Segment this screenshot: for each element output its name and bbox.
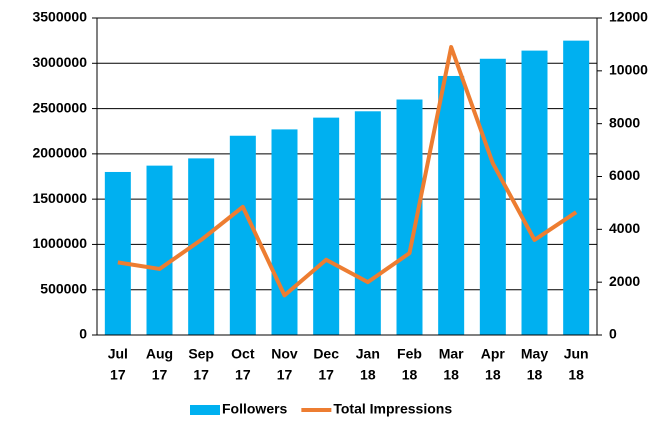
x-tick-label: 17: [193, 367, 209, 383]
y2-tick-label: 6000: [609, 167, 640, 183]
x-tick-label: 18: [527, 367, 543, 383]
y-tick-label: 1000000: [32, 235, 87, 251]
y2-tick-label: 10000: [609, 62, 648, 78]
x-tick-label: 17: [277, 367, 293, 383]
x-tick-label: 18: [402, 367, 418, 383]
y2-tick-label: 8000: [609, 114, 640, 130]
x-tick-label: Jun: [564, 346, 589, 362]
y2-tick-label: 0: [609, 326, 617, 342]
y-tick-label: 0: [79, 326, 87, 342]
x-tick-label: Jul: [108, 346, 128, 362]
y-tick-label: 3500000: [32, 9, 87, 25]
bar: [354, 111, 381, 335]
bar: [271, 129, 298, 335]
x-tick-label: Mar: [439, 346, 464, 362]
x-tick-label: Apr: [481, 346, 506, 362]
y-tick-label: 2500000: [32, 99, 87, 115]
y-tick-label: 2000000: [32, 145, 87, 161]
x-tick-label: 18: [360, 367, 376, 383]
x-tick-label: 17: [110, 367, 126, 383]
bar: [479, 58, 506, 335]
x-tick-label: Oct: [231, 346, 255, 362]
legend-label: Total Impressions: [333, 401, 452, 417]
x-tick-label: Nov: [271, 346, 298, 362]
x-tick-label: 17: [152, 367, 168, 383]
x-tick-label: 17: [318, 367, 334, 383]
bar: [146, 165, 173, 335]
y2-tick-label: 12000: [609, 9, 648, 25]
x-tick-label: 18: [568, 367, 584, 383]
x-tick-label: 17: [235, 367, 251, 383]
x-tick-label: 18: [443, 367, 459, 383]
legend-label: Followers: [222, 401, 288, 417]
bar: [438, 75, 465, 336]
bar: [563, 40, 590, 336]
bar: [104, 171, 131, 335]
x-tick-label: May: [521, 346, 548, 362]
x-tick-label: Sep: [188, 346, 214, 362]
y-tick-label: 3000000: [32, 54, 87, 70]
x-tick-label: Dec: [313, 346, 339, 362]
legend-swatch: [190, 405, 220, 415]
bar: [521, 50, 548, 335]
x-tick-label: Jan: [356, 346, 380, 362]
y-tick-label: 1500000: [32, 190, 87, 206]
y2-tick-label: 2000: [609, 273, 640, 289]
line: [117, 45, 578, 298]
bar: [229, 135, 256, 335]
y-tick-label: 500000: [40, 280, 87, 296]
y2-tick-label: 4000: [609, 220, 640, 236]
x-tick-label: 18: [485, 367, 501, 383]
bar: [313, 117, 340, 335]
x-tick-label: Feb: [397, 346, 422, 362]
x-tick-label: Aug: [146, 346, 173, 362]
